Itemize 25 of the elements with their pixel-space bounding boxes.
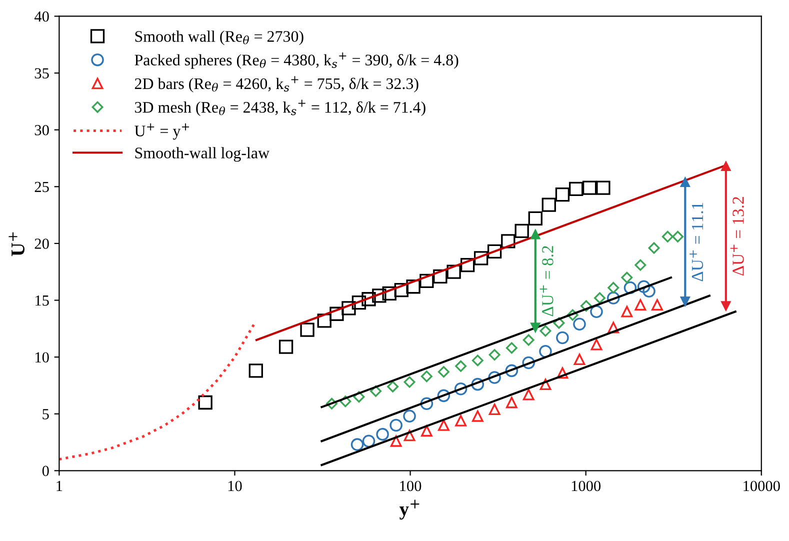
x-tick-label: 100 <box>400 480 422 492</box>
x-tick-label: 1000 <box>572 480 601 492</box>
y-tick-label: 20 <box>34 238 49 249</box>
y-tick-label: 10 <box>36 352 49 363</box>
y-tick-label: 5 <box>42 409 49 420</box>
legend-label: Smooth wall (Re$_{θ}$ = 2730) <box>135 30 304 46</box>
y-tick-label: 30 <box>34 124 49 136</box>
legend-label: Smooth-wall log-law <box>135 147 270 162</box>
x-axis-title: y$^{+}$ <box>399 500 420 520</box>
y-tick-label: 0 <box>42 466 49 476</box>
legend-label: Packed spheres (Re$_{θ}$ = 4380, k$_{s}$$^{+}$ = 390, δ/k = 4.8) <box>134 52 458 69</box>
annotation: ΔU$^{+}$ = 13.2 <box>730 197 744 276</box>
legend-label: 2D bars (Re$_{θ}$ = 4260, k$_{s}$$^{+}$ = 755, δ/k = 32.3) <box>134 76 418 92</box>
legend-label: U$^{+}$ = y$^{+}$ <box>134 123 190 140</box>
y-tick-label: 40 <box>34 11 49 22</box>
y-tick-label: 35 <box>34 68 49 78</box>
x-tick-label: 10 <box>228 480 242 492</box>
y-tick-label: 25 <box>34 182 49 192</box>
y-tick-label: 15 <box>36 295 49 306</box>
x-tick-label: 1 <box>56 480 62 491</box>
legend-label: 3D mesh (Re$_{θ}$ = 2438, k$_{s}$$^{+}$ = 112, δ/k = 71.4) <box>135 100 426 116</box>
annotation: ΔU$^{+}$ = 8.2 <box>540 246 554 316</box>
annotation: ΔU$^{+}$ = 11.1 <box>690 202 704 282</box>
y-axis-title: U$^{+}$ <box>8 232 25 256</box>
x-tick-label: 10000 <box>744 480 780 492</box>
